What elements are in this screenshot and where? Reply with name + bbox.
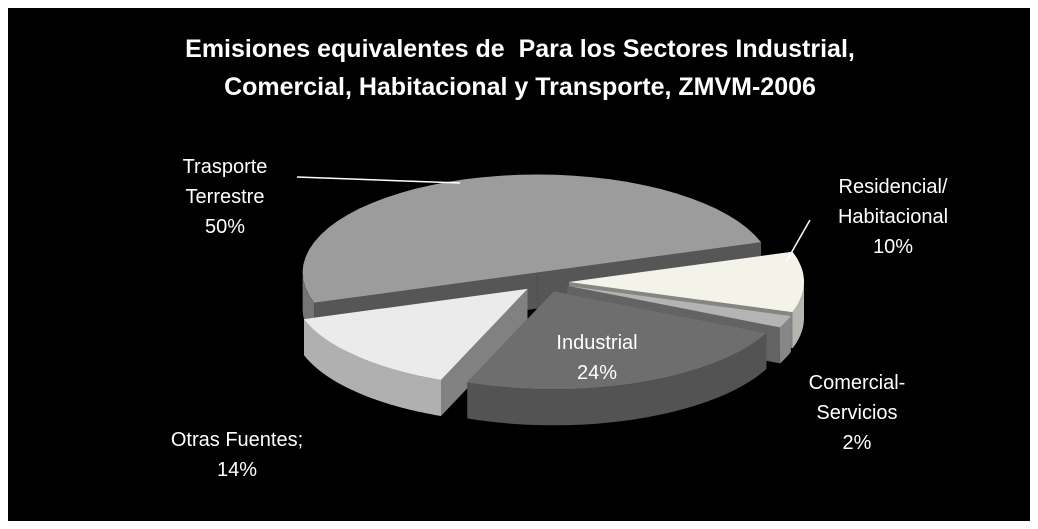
category-label: Trasporte Terrestre — [182, 156, 268, 208]
data-label: Industrial 24% — [537, 328, 657, 388]
leader-line — [296, 176, 461, 184]
leader-line — [785, 219, 811, 263]
pie-slice — [467, 291, 767, 426]
category-label: Otras Fuentes; — [170, 429, 304, 451]
slice-side — [304, 319, 441, 416]
value-label: 10% — [872, 236, 914, 258]
slice — [302, 174, 762, 303]
value-label: 50% — [204, 216, 246, 238]
category-label: Comercial- Servicios — [808, 372, 906, 424]
data-label: Comercial- Servicios 2% — [787, 368, 927, 458]
slice-side — [467, 333, 767, 426]
value-label: 14% — [216, 459, 258, 481]
category-label: Residencial/ Habitacional — [837, 176, 949, 228]
data-label: Otras Fuentes; 14% — [152, 425, 322, 485]
slice-side — [792, 282, 804, 349]
pie-slice — [304, 288, 528, 416]
slice — [467, 291, 767, 390]
category-label: Industrial — [556, 332, 638, 354]
data-label: Trasporte Terrestre 50% — [155, 152, 295, 242]
value-label: 24% — [576, 362, 618, 384]
value-label: 2% — [842, 432, 872, 454]
data-label: Residencial/ Habitacional 10% — [818, 172, 968, 262]
slice — [567, 285, 791, 328]
slice — [569, 251, 804, 313]
slice — [304, 288, 528, 380]
slice-side — [779, 316, 791, 364]
chart-title: Emisiones equivalentes de Para los Secto… — [185, 35, 862, 101]
